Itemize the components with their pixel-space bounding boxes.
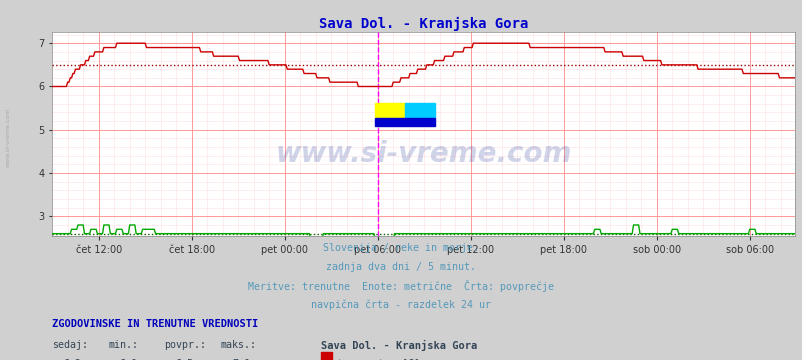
Bar bbox=[375, 118, 434, 126]
Text: Slovenija / reke in morje.: Slovenija / reke in morje. bbox=[323, 243, 479, 253]
Text: 6,2: 6,2 bbox=[63, 359, 81, 360]
Text: ZGODOVINSKE IN TRENUTNE VREDNOSTI: ZGODOVINSKE IN TRENUTNE VREDNOSTI bbox=[52, 319, 258, 329]
Text: temperatura[C]: temperatura[C] bbox=[336, 359, 420, 360]
Text: www.si-vreme.com: www.si-vreme.com bbox=[275, 140, 571, 168]
Text: 6,0: 6,0 bbox=[119, 359, 137, 360]
Bar bbox=[375, 103, 404, 118]
Title: Sava Dol. - Kranjska Gora: Sava Dol. - Kranjska Gora bbox=[318, 17, 528, 31]
Text: Sava Dol. - Kranjska Gora: Sava Dol. - Kranjska Gora bbox=[321, 340, 477, 351]
Text: Meritve: trenutne  Enote: metrične  Črta: povprečje: Meritve: trenutne Enote: metrične Črta: … bbox=[248, 280, 554, 292]
Text: 7,0: 7,0 bbox=[232, 359, 249, 360]
Text: min.:: min.: bbox=[108, 340, 138, 350]
Text: zadnja dva dni / 5 minut.: zadnja dva dni / 5 minut. bbox=[326, 262, 476, 272]
Text: navpična črta - razdelek 24 ur: navpična črta - razdelek 24 ur bbox=[311, 299, 491, 310]
Text: maks.:: maks.: bbox=[221, 340, 257, 350]
Text: povpr.:: povpr.: bbox=[164, 340, 206, 350]
Text: sedaj:: sedaj: bbox=[52, 340, 88, 350]
Text: 6,5: 6,5 bbox=[176, 359, 193, 360]
Bar bbox=[404, 103, 434, 118]
Text: www.si-vreme.com: www.si-vreme.com bbox=[6, 107, 10, 167]
